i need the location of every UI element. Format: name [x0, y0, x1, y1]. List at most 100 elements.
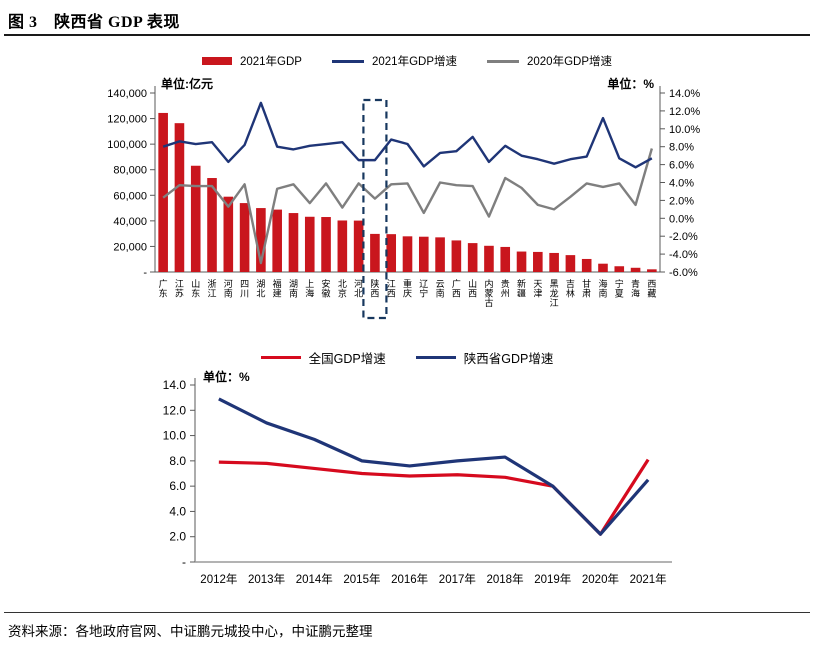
line-swatch-icon [331, 59, 364, 63]
gdp-bar [223, 196, 234, 272]
right-tick-label: 10.0% [669, 124, 700, 136]
gdp-bar [353, 220, 364, 272]
right-tick-label: -6.0% [669, 267, 698, 279]
right-tick-label: 0.0% [669, 213, 694, 225]
gdp-bar [402, 236, 413, 272]
legend-item-shaanxi-growth: 陕西省GDP增速 [415, 348, 553, 367]
gdp-bar [418, 236, 429, 272]
year-label: 2021年 [630, 572, 667, 586]
left-tick-label: 120,000 [107, 114, 147, 126]
growth-2020-line [162, 148, 654, 265]
province-label: 广东 [159, 278, 168, 299]
year-label: 2019年 [534, 572, 571, 586]
province-label: 山西 [468, 279, 477, 299]
province-label: 辽宁 [419, 279, 428, 299]
left-tick-label: 40,000 [113, 216, 147, 228]
gdp-bar [647, 269, 657, 272]
y-tick-label: 8.0 [169, 454, 186, 468]
gdp-bar [581, 258, 592, 272]
gdp-bar [272, 209, 282, 272]
unit-label: 单位：% [203, 369, 250, 384]
title-divider [4, 34, 810, 36]
province-label: 新疆 [517, 278, 526, 299]
gdp-bar [207, 178, 217, 272]
province-label: 福建 [273, 278, 282, 299]
province-label: 湖北 [256, 279, 265, 299]
line-swatch-icon [260, 355, 301, 360]
province-label: 陕西 [370, 278, 379, 299]
year-label: 2015年 [343, 572, 380, 586]
y-tick-label: - [182, 555, 186, 569]
legend-label: 2020年GDP增速 [527, 56, 613, 68]
province-label: 天津 [533, 279, 542, 299]
province-label: 重庆 [403, 278, 412, 299]
gdp-bar [484, 245, 494, 272]
gdp-bars [158, 112, 657, 273]
gdp-bar [500, 246, 511, 272]
legend-item-national-growth: 全国GDP增速 [260, 348, 386, 367]
data-source-note: 资料来源：各地政府官网、中证鹏元城投中心，中证鹏元整理 [8, 624, 373, 639]
gdp-bar [288, 213, 299, 272]
province-label: 贵州 [501, 278, 510, 299]
province-label: 山东 [191, 279, 200, 299]
left-tick-label: 60,000 [113, 190, 147, 202]
gdp-bar [435, 237, 445, 272]
line-swatch-icon [415, 355, 456, 360]
gdp-bar [549, 252, 559, 272]
left-unit-label: 单位:亿元 [161, 76, 213, 91]
left-tick-label: - [143, 267, 147, 279]
legend-item-gdp2021: 2021年GDP [201, 53, 302, 69]
right-tick-label: 12.0% [669, 106, 700, 118]
year-label: 2012年 [200, 572, 237, 586]
province-label: 江西 [387, 279, 396, 299]
gdp-bar [304, 216, 315, 272]
gdp-bar [321, 217, 331, 272]
bottom-chart-legend: 全国GDP增速 陕西省GDP增速 [0, 348, 814, 367]
province-label: 安徽 [322, 278, 331, 299]
y-tick-label: 6.0 [169, 479, 186, 493]
province-label: 黑龙江 [550, 279, 559, 308]
right-tick-label: -2.0% [669, 231, 698, 243]
right-tick-label: -4.0% [669, 249, 698, 261]
year-label: 2017年 [439, 572, 476, 586]
gdp-bar [174, 123, 185, 272]
gdp-bar [386, 234, 397, 272]
top-chart-legend: 2021年GDP 2021年GDP增速 2020年GDP增速 [0, 53, 814, 69]
right-tick-label: 2.0% [669, 195, 694, 207]
right-tick-label: 6.0% [669, 160, 694, 172]
y-tick-label: 4.0 [169, 504, 186, 518]
y-tick-label: 12.0 [163, 403, 187, 417]
province-label: 云南 [436, 279, 445, 299]
y-tick-label: 10.0 [163, 429, 187, 443]
province-label: 湖南 [289, 279, 298, 299]
province-label: 浙江 [208, 278, 217, 299]
year-label: 2016年 [391, 572, 428, 586]
figure-title: 图 3 陕西省 GDP 表现 [8, 14, 180, 31]
left-tick-label: 80,000 [113, 165, 147, 177]
y-tick-label: 14.0 [163, 378, 187, 392]
gdp-bar [451, 240, 462, 272]
gdp-bar [239, 203, 250, 272]
left-tick-label: 100,000 [107, 139, 147, 151]
gdp-bar [598, 263, 608, 272]
gdp-bar [565, 255, 576, 272]
year-label: 2014年 [296, 572, 333, 586]
province-labels: 广东江苏山东浙江河南四川湖北福建湖南上海安徽北京河北陕西江西重庆辽宁云南广西山西… [159, 278, 657, 308]
left-tick-label: 140,000 [107, 88, 147, 100]
province-label: 江苏 [175, 279, 184, 299]
province-label: 内蒙古 [484, 278, 493, 308]
legend-item-growth2020: 2020年GDP增速 [487, 53, 612, 69]
bar-swatch-icon [201, 57, 232, 65]
right-unit-label: 单位：% [607, 76, 654, 91]
year-label: 2020年 [582, 572, 619, 586]
gdp-bar [630, 267, 641, 272]
left-tick-label: 20,000 [113, 241, 147, 253]
province-label: 北京 [338, 279, 347, 299]
gdp-bar [516, 251, 527, 272]
province-label: 四川 [240, 279, 249, 299]
province-label: 宁夏 [615, 278, 624, 299]
province-label: 上海 [305, 279, 314, 299]
gdp-bar [533, 251, 543, 272]
national-growth-line [218, 458, 650, 536]
